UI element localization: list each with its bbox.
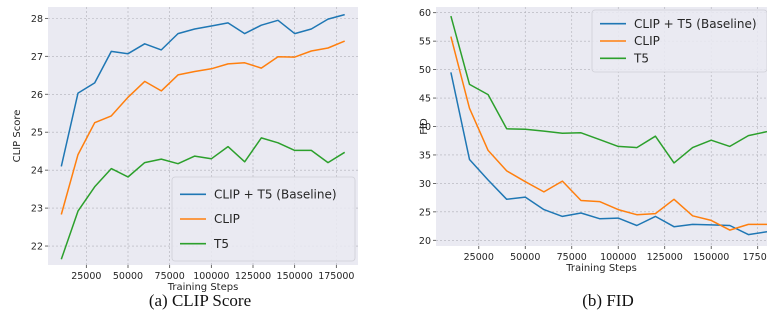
x-tick-label: 25000 — [71, 271, 101, 282]
y-tick-label: 26 — [31, 90, 43, 101]
x-tick-label: 150000 — [277, 271, 313, 282]
legend: CLIP + T5 (Baseline) CLIP T5 — [171, 176, 356, 262]
series-line-t5 — [450, 15, 767, 164]
y-tick-label: 55 — [419, 37, 431, 48]
y-tick-label: 25 — [419, 207, 431, 218]
series-group — [450, 15, 767, 236]
series-line-clip-t5-baseline — [60, 13, 345, 167]
y-tick-label: 60 — [419, 8, 431, 19]
y-tick-label: 27 — [31, 52, 43, 63]
x-tick-label: 75000 — [155, 271, 185, 282]
x-axis-label: Training Steps — [565, 263, 637, 274]
x-tick-label: 50000 — [510, 252, 540, 263]
panel-caption: (a) CLIP Score — [149, 291, 251, 310]
x-tick-label: 50000 — [113, 271, 143, 282]
x-tick-label: 125000 — [235, 271, 271, 282]
y-tick-label: 25 — [31, 128, 43, 139]
y-tick-label: 28 — [31, 14, 43, 25]
x-tick-label: 100000 — [193, 271, 229, 282]
legend-label: CLIP + T5 (Baseline) — [634, 17, 757, 31]
y-tick-label: 23 — [31, 204, 43, 215]
y-tick-label: 40 — [419, 122, 431, 133]
legend-label: T5 — [213, 237, 229, 251]
legend-frame — [591, 9, 767, 73]
y-axis-label: CLIP Score — [12, 110, 23, 163]
legend-frame — [171, 176, 356, 262]
fid-panel: 25000 50000 75000 100000 125000 150000 17500 20… — [419, 7, 767, 310]
x-tick-label: 125000 — [647, 252, 683, 263]
y-tick-label: 45 — [419, 94, 431, 105]
legend-label: CLIP — [214, 212, 240, 226]
panel-caption: (b) FID — [582, 291, 633, 310]
x-tick-label: 150000 — [693, 252, 729, 263]
y-tick-label: 22 — [31, 242, 43, 253]
legend-label: CLIP — [634, 34, 660, 48]
x-tick-label: 25000 — [464, 252, 494, 263]
x-tick-label: 100000 — [600, 252, 636, 263]
x-tick-label: 175000 — [318, 271, 354, 282]
series-line-clip — [450, 36, 767, 231]
series-line-clip-t5-baseline — [450, 72, 767, 236]
y-axis-label: FID — [419, 118, 430, 135]
y-tick-label: 30 — [419, 179, 431, 190]
series-line-clip — [60, 40, 345, 215]
x-axis-label: Training Steps — [167, 282, 239, 293]
x-tick-label: 75000 — [557, 252, 587, 263]
y-tick-label: 20 — [419, 236, 431, 247]
y-tick-label: 24 — [31, 166, 43, 177]
legend: CLIP + T5 (Baseline) CLIP T5 — [591, 9, 767, 73]
legend-label: T5 — [633, 52, 649, 66]
y-tick-label: 50 — [419, 65, 431, 76]
series-line-t5 — [60, 137, 346, 260]
y-tick-label: 35 — [419, 150, 431, 161]
legend-label: CLIP + T5 (Baseline) — [214, 188, 337, 202]
clip-score-panel: 25000 50000 75000 100000 125000 150000 175000 2… — [12, 7, 358, 310]
series-group — [60, 13, 346, 260]
x-tick-label: 17500 — [743, 252, 767, 263]
